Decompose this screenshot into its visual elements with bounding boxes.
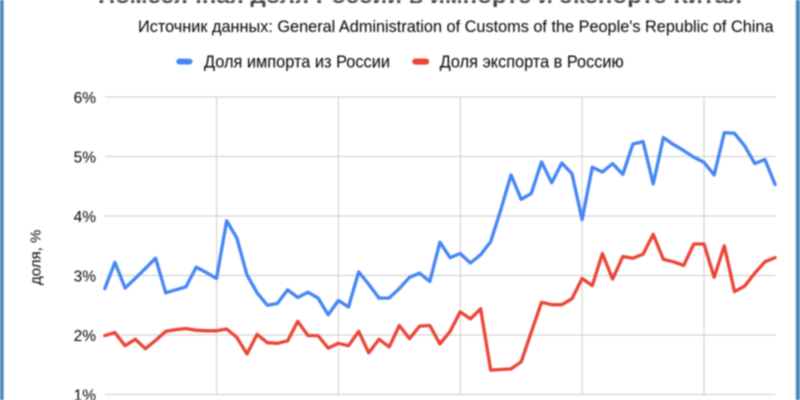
svg-text:Источник данных: General Admin: Источник данных: General Administration … xyxy=(138,17,774,36)
svg-text:6%: 6% xyxy=(74,90,97,107)
svg-text:5%: 5% xyxy=(74,150,97,167)
svg-text:Доля импорта из России: Доля импорта из России xyxy=(204,52,390,72)
svg-text:4%: 4% xyxy=(74,209,97,226)
svg-text:доля, %: доля, % xyxy=(28,230,45,285)
svg-text:3%: 3% xyxy=(74,269,97,286)
svg-text:Доля экспорта в Россию: Доля экспорта в Россию xyxy=(440,52,624,72)
svg-text:1%: 1% xyxy=(74,388,97,400)
svg-text:Помесячная доля России в импор: Помесячная доля России в импорте и экспо… xyxy=(98,0,742,8)
svg-text:2%: 2% xyxy=(74,328,97,345)
